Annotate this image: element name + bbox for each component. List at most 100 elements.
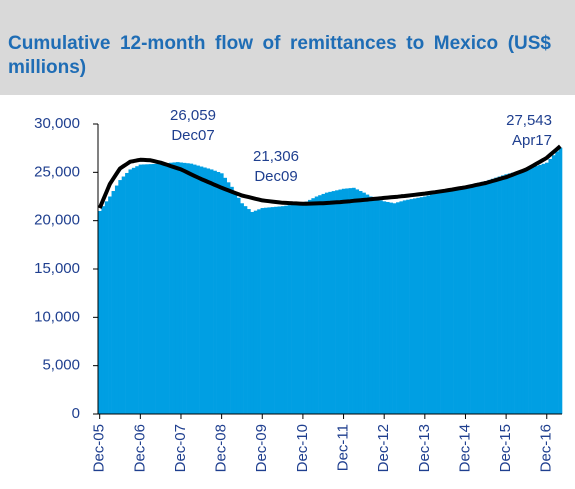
bar <box>348 188 353 414</box>
bar <box>291 204 295 414</box>
bar <box>352 187 356 414</box>
bar <box>260 208 265 414</box>
bar <box>118 180 123 414</box>
annotation-date: Dec07 <box>171 127 214 144</box>
y-tick-label: 10,000 <box>34 308 80 325</box>
bar <box>409 199 414 414</box>
bar <box>534 166 539 414</box>
bar <box>98 211 102 414</box>
bar <box>202 167 207 414</box>
bar <box>135 166 139 414</box>
bar <box>121 176 126 414</box>
bar <box>250 211 255 414</box>
annotation-date: Dec09 <box>254 168 297 185</box>
bar <box>321 193 326 414</box>
bar <box>412 198 417 414</box>
bar <box>131 167 136 414</box>
bar <box>487 179 492 414</box>
bar <box>101 206 106 414</box>
bar <box>223 177 228 414</box>
chart-title: Cumulative 12-month flow of remittances … <box>8 33 551 78</box>
bar <box>372 198 377 414</box>
annotation-value: 21,306 <box>253 148 299 165</box>
bar <box>216 172 221 414</box>
bar <box>314 196 319 414</box>
x-tick-label: Dec-12 <box>375 424 392 472</box>
bar <box>507 173 512 414</box>
bar <box>104 201 109 414</box>
bar <box>396 202 400 414</box>
x-tick-label: Dec-15 <box>497 424 514 472</box>
bar <box>521 170 526 414</box>
bar <box>186 163 190 414</box>
bar <box>138 164 143 414</box>
bar <box>463 185 468 414</box>
bar <box>433 193 437 414</box>
bar <box>152 163 156 414</box>
x-tick-label: Dec-10 <box>294 424 311 472</box>
bar <box>128 169 133 414</box>
bar <box>362 192 366 414</box>
x-tick-label: Dec-11 <box>335 424 352 471</box>
bar <box>365 194 370 414</box>
bar <box>280 206 285 414</box>
bar <box>142 164 146 414</box>
bar <box>555 151 559 414</box>
bar <box>243 206 248 414</box>
bar <box>175 162 180 414</box>
bar <box>257 209 261 414</box>
bar <box>406 199 410 414</box>
bar <box>219 173 224 414</box>
bar <box>267 207 272 414</box>
bar <box>209 169 214 414</box>
bar <box>450 189 454 414</box>
bar <box>270 207 275 414</box>
bar <box>294 204 299 414</box>
x-tick-label: Dec-09 <box>253 424 270 472</box>
bar <box>192 164 197 414</box>
header-band <box>0 0 575 95</box>
bar <box>125 172 129 414</box>
bar <box>379 200 383 414</box>
bar <box>328 191 332 414</box>
bar <box>114 185 119 414</box>
bar <box>480 181 485 414</box>
bar <box>345 188 349 414</box>
bar <box>446 189 451 414</box>
bar <box>206 168 211 414</box>
bar <box>355 189 360 414</box>
bar <box>358 191 363 414</box>
bar <box>335 190 339 414</box>
bar <box>111 191 116 414</box>
bar <box>429 194 434 414</box>
bar <box>490 178 495 414</box>
bar <box>494 177 498 414</box>
bar <box>165 163 170 414</box>
y-tick-label: 20,000 <box>34 212 80 229</box>
bar <box>460 186 465 414</box>
x-tick-label: Dec-14 <box>456 424 473 472</box>
y-tick-label: 15,000 <box>34 260 80 277</box>
x-tick-label: Dec-06 <box>131 424 148 472</box>
bar <box>501 175 505 414</box>
bar <box>213 170 217 414</box>
bar <box>392 203 397 414</box>
x-tick-label: Dec-08 <box>213 424 230 472</box>
bar <box>274 206 278 414</box>
bar <box>341 188 346 414</box>
y-tick-label: 0 <box>72 405 80 422</box>
bar <box>453 188 458 414</box>
bar <box>497 176 502 414</box>
annotation-value: 27,543 <box>506 112 552 129</box>
bar <box>399 201 404 414</box>
bar <box>297 203 302 414</box>
annotation-date: Apr17 <box>512 132 552 149</box>
bar <box>277 206 282 414</box>
trend-line <box>97 144 562 209</box>
bar <box>484 181 488 414</box>
bar <box>307 199 312 414</box>
bar <box>470 184 475 414</box>
bar <box>304 201 309 414</box>
bar <box>182 162 187 414</box>
